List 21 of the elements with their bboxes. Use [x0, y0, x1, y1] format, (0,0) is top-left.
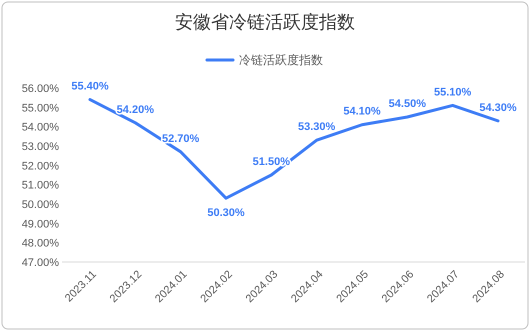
data-label: 55.10%: [434, 86, 472, 98]
y-tick-label: 55.00%: [22, 102, 60, 114]
y-tick-label: 48.00%: [22, 238, 60, 250]
data-label: 50.30%: [207, 207, 245, 220]
y-tick-label: 50.00%: [22, 199, 60, 211]
title: 安徽省冷链活跃度指数: [175, 12, 355, 32]
y-tick-label: 47.00%: [22, 257, 60, 269]
data-label: 54.10%: [343, 106, 381, 118]
legend-label: 冷链活跃度指数: [239, 53, 323, 67]
data-label: 54.20%: [116, 104, 154, 116]
y-tick-label: 54.00%: [22, 122, 60, 134]
y-tick-label: 52.00%: [22, 160, 60, 172]
data-label: 53.30%: [298, 121, 336, 134]
data-label: 55.40%: [71, 80, 109, 93]
y-tick-label: 51.00%: [22, 180, 60, 192]
data-label: 54.50%: [388, 98, 426, 110]
data-label: 52.70%: [162, 132, 200, 145]
data-label: 54.30%: [479, 102, 517, 114]
y-tick-label: 53.00%: [22, 141, 60, 153]
y-tick-label: 49.00%: [22, 218, 60, 230]
y-tick-label: 56.00%: [22, 83, 60, 95]
